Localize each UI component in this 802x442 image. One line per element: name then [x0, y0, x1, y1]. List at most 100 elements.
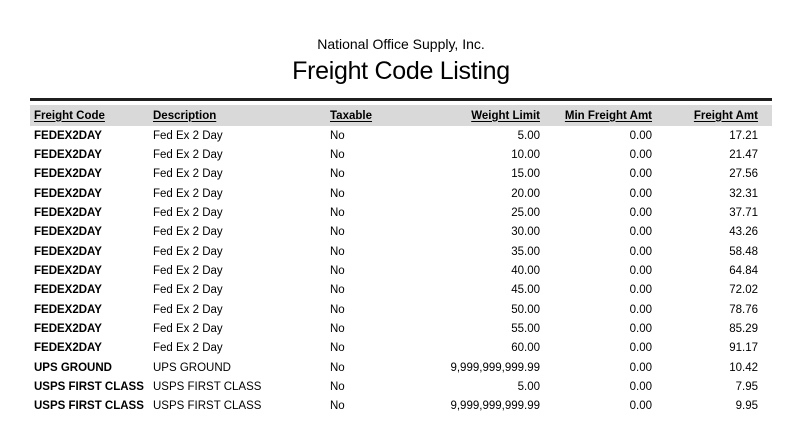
- cell-taxable: No: [330, 380, 345, 393]
- cell-taxable: No: [330, 187, 345, 200]
- cell-min-freight-amt: 0.00: [629, 380, 652, 393]
- cell-min-freight-amt: 0.00: [629, 168, 652, 181]
- cell-min-freight-amt: 0.00: [629, 226, 652, 239]
- cell-freight-amt: 27.56: [729, 168, 758, 181]
- cell-description: Fed Ex 2 Day: [153, 322, 223, 335]
- column-header-description: Description: [153, 109, 217, 122]
- cell-description: Fed Ex 2 Day: [153, 148, 223, 161]
- cell-freight-amt: 7.95: [735, 380, 758, 393]
- cell-weight-limit: 25.00: [511, 206, 540, 219]
- header-double-rule: [30, 98, 772, 101]
- cell-description: UPS GROUND: [153, 361, 231, 374]
- cell-description: Fed Ex 2 Day: [153, 129, 223, 142]
- column-header-freight-amt: Freight Amt: [693, 109, 758, 122]
- table-row: FEDEX2DAY Fed Ex 2 Day No 5.00 0.00 17.21: [30, 126, 772, 145]
- cell-taxable: No: [330, 284, 345, 297]
- cell-freight-code: FEDEX2DAY: [34, 187, 102, 200]
- cell-weight-limit: 20.00: [511, 187, 540, 200]
- cell-freight-code: FEDEX2DAY: [34, 245, 102, 258]
- freight-code-table: Freight Code Description Taxable Weight …: [30, 98, 772, 416]
- cell-freight-amt: 43.26: [729, 226, 758, 239]
- cell-description: Fed Ex 2 Day: [153, 187, 223, 200]
- cell-freight-code: FEDEX2DAY: [34, 284, 102, 297]
- table-row: FEDEX2DAY Fed Ex 2 Day No 45.00 0.00 72.02: [30, 281, 772, 300]
- cell-description: Fed Ex 2 Day: [153, 342, 223, 355]
- cell-weight-limit: 5.00: [517, 380, 540, 393]
- table-row: FEDEX2DAY Fed Ex 2 Day No 15.00 0.00 27.56: [30, 165, 772, 184]
- table-row: USPS FIRST CLASS USPS FIRST CLASS No 5.00 0.…: [30, 377, 772, 396]
- column-header-freight-code: Freight Code: [34, 109, 105, 122]
- cell-weight-limit: 9,999,999,999.99: [450, 400, 540, 413]
- column-header-taxable: Taxable: [330, 109, 372, 122]
- cell-weight-limit: 40.00: [511, 264, 540, 277]
- table-row: USPS FIRST CLASS USPS FIRST CLASS No 9,999,…: [30, 397, 772, 416]
- cell-freight-amt: 91.17: [729, 342, 758, 355]
- cell-freight-code: USPS FIRST CLASS: [34, 400, 144, 413]
- cell-taxable: No: [330, 226, 345, 239]
- cell-taxable: No: [330, 264, 345, 277]
- cell-weight-limit: 30.00: [511, 226, 540, 239]
- cell-freight-code: FEDEX2DAY: [34, 129, 102, 142]
- table-row: UPS GROUND UPS GROUND No 9,999,999,999.99 0.…: [30, 358, 772, 377]
- cell-weight-limit: 50.00: [511, 303, 540, 316]
- report-title: Freight Code Listing: [292, 57, 510, 85]
- cell-description: Fed Ex 2 Day: [153, 168, 223, 181]
- column-header-min-freight-amt: Min Freight Amt: [564, 109, 652, 122]
- cell-freight-amt: 9.95: [735, 400, 758, 413]
- cell-freight-code: FEDEX2DAY: [34, 322, 102, 335]
- cell-min-freight-amt: 0.00: [629, 187, 652, 200]
- table-row: FEDEX2DAY Fed Ex 2 Day No 55.00 0.00 85.29: [30, 319, 772, 338]
- cell-taxable: No: [330, 400, 345, 413]
- cell-min-freight-amt: 0.00: [629, 303, 652, 316]
- cell-description: Fed Ex 2 Day: [153, 284, 223, 297]
- cell-min-freight-amt: 0.00: [629, 361, 652, 374]
- table-row: FEDEX2DAY Fed Ex 2 Day No 10.00 0.00 21.47: [30, 145, 772, 164]
- cell-freight-amt: 78.76: [729, 303, 758, 316]
- cell-min-freight-amt: 0.00: [629, 284, 652, 297]
- cell-freight-amt: 10.42: [729, 361, 758, 374]
- cell-freight-amt: 85.29: [729, 322, 758, 335]
- table-header-row: Freight Code Description Taxable Weight …: [30, 105, 772, 126]
- table-row: FEDEX2DAY Fed Ex 2 Day No 35.00 0.00 58.48: [30, 242, 772, 261]
- cell-freight-amt: 21.47: [729, 148, 758, 161]
- cell-freight-code: FEDEX2DAY: [34, 303, 102, 316]
- cell-weight-limit: 45.00: [511, 284, 540, 297]
- cell-weight-limit: 10.00: [511, 148, 540, 161]
- cell-weight-limit: 5.00: [517, 129, 540, 142]
- cell-min-freight-amt: 0.00: [629, 148, 652, 161]
- cell-freight-code: FEDEX2DAY: [34, 168, 102, 181]
- cell-taxable: No: [330, 303, 345, 316]
- table-row: FEDEX2DAY Fed Ex 2 Day No 20.00 0.00 32.31: [30, 184, 772, 203]
- table-row: FEDEX2DAY Fed Ex 2 Day No 60.00 0.00 91.17: [30, 339, 772, 358]
- cell-taxable: No: [330, 168, 345, 181]
- cell-description: Fed Ex 2 Day: [153, 206, 223, 219]
- cell-taxable: No: [330, 129, 345, 142]
- cell-weight-limit: 9,999,999,999.99: [450, 361, 540, 374]
- table-row: FEDEX2DAY Fed Ex 2 Day No 50.00 0.00 78.76: [30, 300, 772, 319]
- cell-min-freight-amt: 0.00: [629, 264, 652, 277]
- cell-freight-code: UPS GROUND: [34, 361, 112, 374]
- cell-weight-limit: 35.00: [511, 245, 540, 258]
- column-header-weight-limit: Weight Limit: [471, 109, 540, 122]
- cell-freight-code: FEDEX2DAY: [34, 342, 102, 355]
- cell-taxable: No: [330, 245, 345, 258]
- cell-freight-code: FEDEX2DAY: [34, 206, 102, 219]
- cell-min-freight-amt: 0.00: [629, 206, 652, 219]
- cell-freight-amt: 17.21: [729, 129, 758, 142]
- cell-taxable: No: [330, 342, 345, 355]
- cell-freight-amt: 32.31: [729, 187, 758, 200]
- cell-freight-code: FEDEX2DAY: [34, 148, 102, 161]
- cell-freight-amt: 37.71: [729, 206, 758, 219]
- cell-description: USPS FIRST CLASS: [153, 380, 262, 393]
- cell-taxable: No: [330, 148, 345, 161]
- table-row: FEDEX2DAY Fed Ex 2 Day No 30.00 0.00 43.26: [30, 223, 772, 242]
- cell-description: Fed Ex 2 Day: [153, 264, 223, 277]
- table-row: FEDEX2DAY Fed Ex 2 Day No 25.00 0.00 37.71: [30, 203, 772, 222]
- cell-weight-limit: 15.00: [511, 168, 540, 181]
- cell-freight-code: FEDEX2DAY: [34, 264, 102, 277]
- cell-description: Fed Ex 2 Day: [153, 245, 223, 258]
- cell-description: USPS FIRST CLASS: [153, 400, 262, 413]
- table-row: FEDEX2DAY Fed Ex 2 Day No 40.00 0.00 64.84: [30, 261, 772, 280]
- cell-taxable: No: [330, 206, 345, 219]
